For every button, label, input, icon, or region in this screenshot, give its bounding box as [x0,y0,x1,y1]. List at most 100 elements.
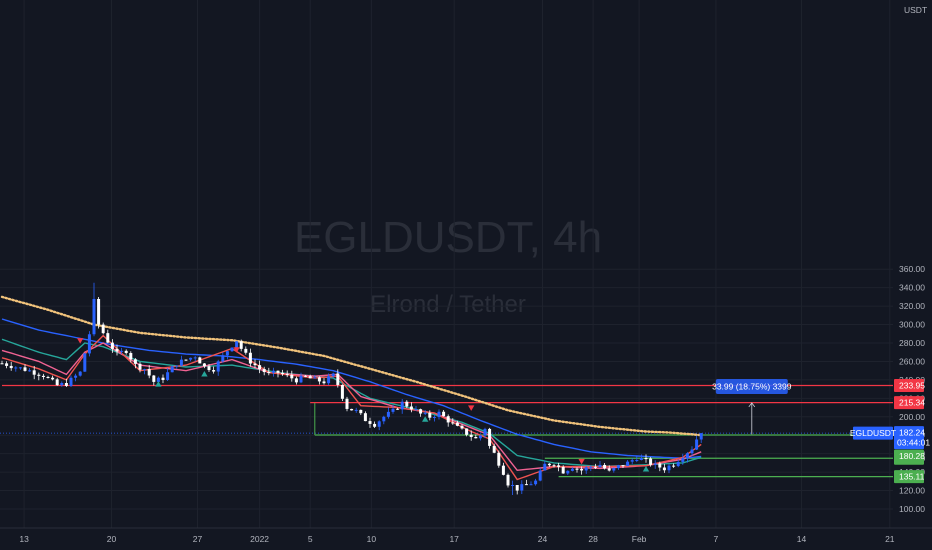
candle-body[interactable] [685,453,689,459]
candle-body[interactable] [51,377,55,380]
candle-body[interactable] [465,428,469,435]
candle-body[interactable] [5,363,9,366]
candle-body[interactable] [230,347,234,352]
candle-body[interactable] [156,377,160,382]
candle-body[interactable] [681,458,685,462]
candle-body[interactable] [74,375,78,378]
candle-body[interactable] [662,467,666,471]
candle-body[interactable] [18,367,22,369]
candlesticks[interactable] [0,282,703,496]
candle-body[interactable] [442,411,446,417]
candle-body[interactable] [221,355,225,362]
candle-body[interactable] [428,412,432,418]
candle-body[interactable] [368,421,372,424]
candle-body[interactable] [699,433,703,440]
candle-body[interactable] [87,334,91,354]
candle-body[interactable] [538,470,542,481]
candle-body[interactable] [501,465,505,475]
price-axis[interactable]: USDT 100.00120.00140.00160.00180.00200.0… [850,0,932,528]
candle-body[interactable] [451,422,455,424]
candle-body[interactable] [166,372,170,380]
candle-body[interactable] [377,421,381,427]
candle-body[interactable] [350,408,354,411]
candle-body[interactable] [69,377,73,386]
candle-body[interactable] [244,348,248,353]
candle-body[interactable] [304,375,308,377]
candle-body[interactable] [520,484,524,491]
candle-body[interactable] [584,467,588,471]
candle-body[interactable] [253,363,257,366]
candle-body[interactable] [46,377,50,379]
candle-body[interactable] [138,363,142,370]
candle-body[interactable] [55,379,59,386]
candle-body[interactable] [575,468,579,470]
candle-body[interactable] [658,463,662,468]
candle-body[interactable] [28,370,32,372]
candle-body[interactable] [391,408,395,412]
candle-body[interactable] [198,357,202,364]
candle-body[interactable] [474,436,478,439]
candle-body[interactable] [120,350,124,352]
candle-body[interactable] [106,333,110,343]
candle-body[interactable] [0,363,4,365]
candle-body[interactable] [405,401,409,407]
candle-body[interactable] [566,470,570,474]
candle-body[interactable] [340,384,344,399]
candle-body[interactable] [161,377,165,380]
candle-body[interactable] [290,374,294,379]
candle-body[interactable] [653,463,657,465]
candle-body[interactable] [285,374,289,376]
candle-body[interactable] [437,411,441,418]
candle-body[interactable] [23,367,27,371]
candle-body[interactable] [64,382,68,386]
candle-body[interactable] [147,369,151,376]
candle-body[interactable] [294,378,298,383]
candle-body[interactable] [419,409,423,414]
candle-body[interactable] [271,370,275,373]
candle-body[interactable] [189,357,193,360]
candle-body[interactable] [432,417,436,419]
candle-body[interactable] [593,466,597,468]
candle-body[interactable] [101,324,105,334]
time-axis[interactable]: 13 20 27 2022 5 10 17 24 28 Feb 7 14 21 [0,527,932,544]
candle-body[interactable] [649,458,653,465]
candle-body[interactable] [603,464,607,469]
candle-body[interactable] [386,411,390,417]
candle-body[interactable] [455,422,459,426]
candle-body[interactable] [382,416,386,422]
candle-body[interactable] [193,357,197,359]
candle-body[interactable] [133,359,137,364]
candle-body[interactable] [373,423,377,427]
candle-body[interactable] [313,377,317,379]
candle-body[interactable] [216,361,220,372]
candle-body[interactable] [327,376,331,384]
candle-body[interactable] [359,409,363,414]
candle-body[interactable] [552,465,556,467]
candle-body[interactable] [667,465,671,471]
candle-body[interactable] [607,468,611,471]
candle-body[interactable] [396,408,400,410]
candle-body[interactable] [561,466,565,474]
candle-body[interactable] [506,474,510,486]
candle-body[interactable] [281,372,285,375]
candle-body[interactable] [32,370,36,375]
candle-body[interactable] [547,463,551,466]
candle-body[interactable] [690,449,694,454]
candle-body[interactable] [695,439,699,450]
candle-body[interactable] [354,409,358,411]
candle-body[interactable] [557,465,561,467]
candle-body[interactable] [423,412,427,414]
measure-tool[interactable]: 33.99 (18.75%) 3399 [712,378,792,435]
candle-body[interactable] [207,366,211,371]
candle-body[interactable] [143,369,147,371]
candle-body[interactable] [524,484,528,486]
candle-body[interactable] [543,463,547,471]
candle-body[interactable] [92,298,96,335]
candle-body[interactable] [110,342,114,349]
candle-body[interactable] [170,366,174,373]
candle-body[interactable] [37,374,41,376]
candle-body[interactable] [175,365,179,367]
candle-body[interactable] [621,465,625,467]
candle-body[interactable] [184,359,188,361]
